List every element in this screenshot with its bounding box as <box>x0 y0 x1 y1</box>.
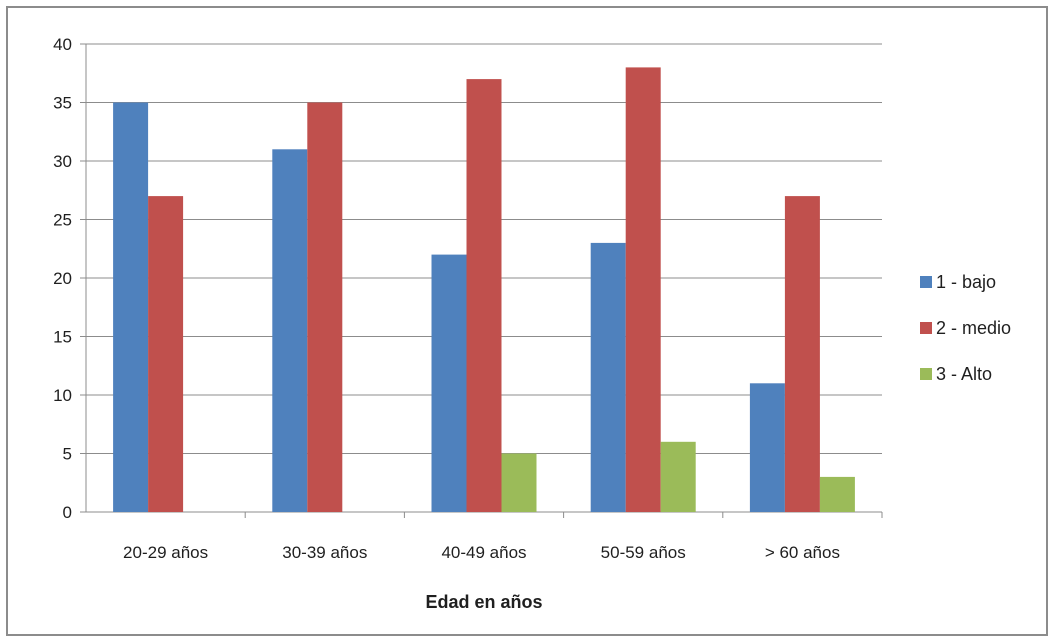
x-tick-label: 30-39 años <box>282 543 367 562</box>
bar-3-3 <box>501 453 537 512</box>
legend-label: 3 - Alto <box>936 364 992 384</box>
bar-3-5 <box>819 476 855 512</box>
x-tick-label: 40-49 años <box>441 543 526 562</box>
legend: 1 - bajo 2 - medio 3 - Alto <box>920 272 1011 384</box>
bars <box>113 67 855 513</box>
legend-swatch <box>920 322 932 334</box>
y-axis-ticks: 0 5 10 15 20 25 30 35 40 <box>53 35 72 522</box>
bar-2-4 <box>625 67 661 513</box>
legend-swatch <box>920 368 932 380</box>
bar-1-1 <box>113 102 149 512</box>
x-tick-label: > 60 años <box>765 543 840 562</box>
y-tick-label: 40 <box>53 35 72 54</box>
y-tick-label: 35 <box>53 94 72 113</box>
bar-3-4 <box>660 441 696 512</box>
legend-label: 1 - bajo <box>936 272 996 292</box>
bar-2-5 <box>784 196 820 512</box>
y-tick-label: 25 <box>53 211 72 230</box>
bar-2-2 <box>307 102 343 512</box>
y-tick-label: 5 <box>63 445 72 464</box>
y-tick-label: 15 <box>53 328 72 347</box>
y-tick-label: 30 <box>53 152 72 171</box>
legend-label: 2 - medio <box>936 318 1011 338</box>
y-tick-label: 10 <box>53 386 72 405</box>
bar-1-2 <box>272 149 308 513</box>
x-axis-ticks: 20-29 años 30-39 años 40-49 años 50-59 años… <box>123 543 840 562</box>
bar-1-3 <box>431 254 467 512</box>
legend-swatch <box>920 276 932 288</box>
y-tick-label: 20 <box>53 269 72 288</box>
x-tick-label: 20-29 años <box>123 543 208 562</box>
bar-1-4 <box>590 242 626 512</box>
bar-2-1 <box>148 196 184 512</box>
x-axis-title: Edad en años <box>425 592 542 612</box>
x-axis <box>85 44 883 518</box>
y-tick-label: 0 <box>63 503 72 522</box>
x-tick-label: 50-59 años <box>601 543 686 562</box>
bar-1-5 <box>749 383 785 512</box>
bar-2-3 <box>466 79 502 512</box>
